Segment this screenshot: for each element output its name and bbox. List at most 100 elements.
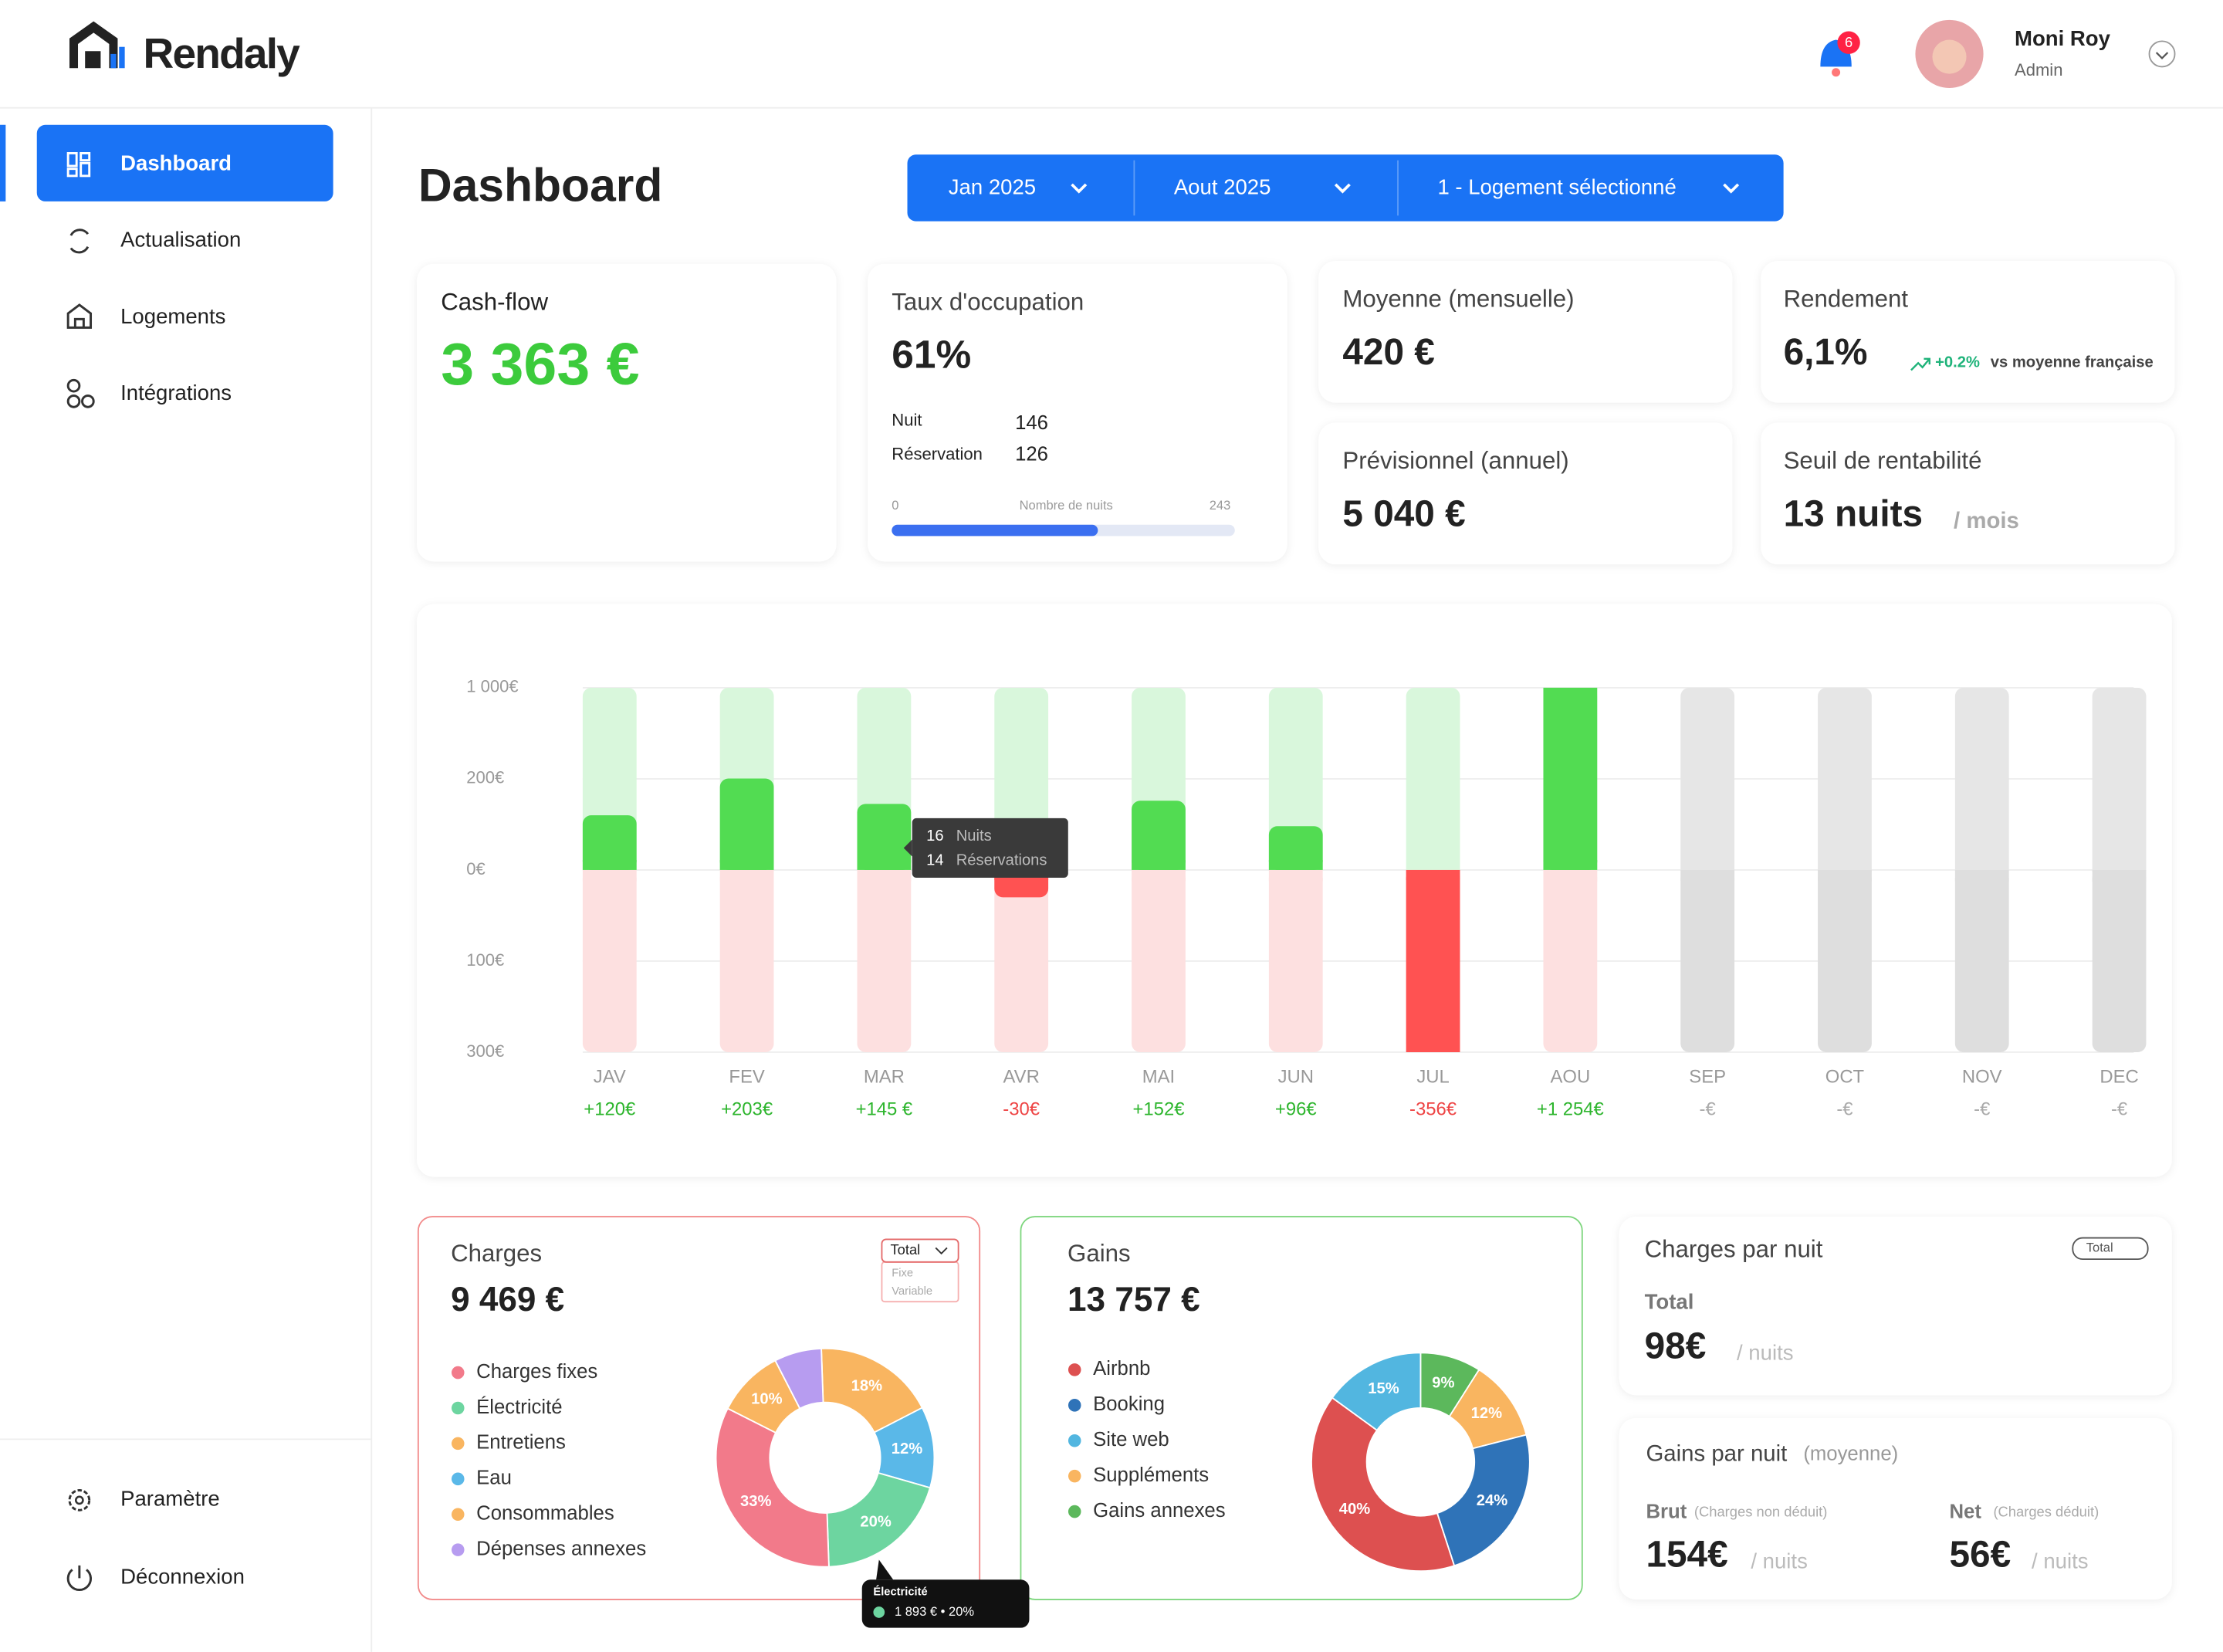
nav-label[interactable]: Déconnexion bbox=[120, 1565, 245, 1589]
slice-label: 9% bbox=[1432, 1375, 1454, 1392]
legend-swatch bbox=[1068, 1399, 1081, 1412]
legend: Charges fixes Électricité Entretiens Eau Con… bbox=[452, 1361, 646, 1559]
x-tick-label: AVR bbox=[1003, 1066, 1040, 1087]
tooltip-label: Nuits bbox=[956, 828, 992, 845]
bar-background bbox=[1543, 869, 1598, 882]
bar-group bbox=[719, 778, 774, 870]
x-tick-label: DEC bbox=[2100, 1066, 2138, 1087]
card bbox=[1761, 261, 2175, 403]
slice-label: 12% bbox=[1471, 1405, 1502, 1422]
legend-label: Entretiens bbox=[476, 1432, 566, 1454]
card-value: 5 040 € bbox=[1342, 493, 1465, 534]
bar-background bbox=[857, 869, 912, 1052]
row-label: Nuit bbox=[892, 410, 922, 429]
bar bbox=[1268, 826, 1323, 870]
bar-background bbox=[994, 869, 1049, 1052]
nav-label[interactable]: Paramètre bbox=[120, 1487, 220, 1511]
tooltip bbox=[861, 1579, 1030, 1628]
bar-base bbox=[1268, 860, 1323, 870]
bar-background bbox=[1132, 869, 1186, 882]
metric-note: (Charges déduit) bbox=[1993, 1504, 2099, 1520]
filter[interactable]: 1 - Logement sélectionné bbox=[1437, 175, 1676, 199]
tooltip-text: 1 893 € • 20% bbox=[895, 1604, 974, 1619]
filter[interactable]: Jan 2025 bbox=[949, 175, 1036, 199]
dropdown-option[interactable]: Variable bbox=[892, 1285, 932, 1298]
x-tick-label: OCT bbox=[1825, 1066, 1865, 1087]
integrations-icon bbox=[66, 378, 95, 408]
value-label: -356€ bbox=[1409, 1099, 1457, 1120]
bar-background bbox=[1954, 687, 2009, 878]
filter[interactable]: Aout 2025 bbox=[1174, 175, 1271, 199]
x-tick-label: MAI bbox=[1142, 1066, 1175, 1087]
bell-clapper bbox=[1832, 68, 1841, 77]
bar bbox=[719, 778, 774, 870]
bar-group bbox=[1132, 801, 1186, 870]
avatar-face bbox=[1932, 39, 1967, 74]
user-menu[interactable] bbox=[2148, 40, 2176, 68]
bar-group bbox=[1268, 826, 1323, 870]
bar-background bbox=[857, 869, 912, 882]
donut-chart: 9% 12% 24% 40% 15% bbox=[1311, 1352, 1531, 1572]
legend-label: Eau bbox=[476, 1468, 512, 1489]
metric-label: Total bbox=[1645, 1289, 1694, 1313]
slice-label: 20% bbox=[860, 1514, 891, 1531]
card-unit: / mois bbox=[1954, 508, 2019, 533]
legend-swatch bbox=[452, 1437, 465, 1451]
legend-swatch bbox=[1068, 1505, 1081, 1518]
metric-unit: / nuits bbox=[2032, 1549, 2089, 1572]
nav-label[interactable]: Actualisation bbox=[120, 228, 241, 252]
bar-background bbox=[1132, 869, 1186, 1052]
legend-label: Charges fixes bbox=[476, 1361, 597, 1383]
bar-background bbox=[1543, 869, 1598, 1052]
dropdown[interactable] bbox=[881, 1238, 959, 1263]
card-value: 9 469 € bbox=[451, 1281, 564, 1319]
nav-label[interactable]: Intégrations bbox=[120, 381, 232, 405]
legend-swatch bbox=[452, 1508, 465, 1521]
card-label: Gains par nuit bbox=[1646, 1440, 1787, 1466]
bar bbox=[1543, 687, 1598, 870]
bar-group bbox=[857, 804, 912, 870]
legend-label: Gains annexes bbox=[1093, 1500, 1225, 1522]
nav-label[interactable]: Dashboard bbox=[120, 151, 232, 174]
tooltip bbox=[912, 818, 1068, 878]
legend-swatch bbox=[1068, 1363, 1081, 1376]
logout-icon bbox=[66, 1565, 93, 1591]
notification-badge[interactable] bbox=[1837, 31, 1860, 54]
x-tick-label: FEV bbox=[729, 1066, 764, 1087]
legend-swatch bbox=[452, 1366, 465, 1379]
nav-label[interactable]: Logements bbox=[120, 304, 225, 328]
notification-count: 6 bbox=[1845, 34, 1852, 50]
card-label: Seuil de rentabilité bbox=[1784, 447, 1982, 474]
chevron bbox=[2155, 52, 2169, 59]
donut-slice bbox=[826, 1471, 932, 1568]
value-label: +145 € bbox=[856, 1099, 913, 1120]
dropdown-option[interactable]: Fixe bbox=[892, 1267, 913, 1279]
bar-background bbox=[719, 869, 774, 882]
logo-bar bbox=[110, 53, 117, 69]
legend-swatch bbox=[452, 1472, 465, 1486]
bar bbox=[582, 815, 637, 870]
slice-label: 33% bbox=[740, 1493, 771, 1510]
badge[interactable] bbox=[2072, 1237, 2149, 1261]
bar-background bbox=[1680, 869, 1735, 1052]
logo-icon bbox=[69, 21, 118, 69]
scale-min: 0 bbox=[892, 498, 898, 513]
y-tick-label: 0€ bbox=[466, 859, 486, 878]
x-tick-label: AOU bbox=[1551, 1066, 1591, 1087]
bar-background bbox=[1268, 869, 1323, 1052]
user-name: Moni Roy bbox=[2015, 26, 2111, 50]
nav-item-active[interactable] bbox=[36, 124, 333, 201]
card-value: 13 nuits bbox=[1784, 493, 1923, 534]
card-label: Charges par nuit bbox=[1645, 1235, 1823, 1262]
x-tick-label: NOV bbox=[1962, 1066, 2002, 1087]
refresh-icon bbox=[69, 229, 90, 254]
x-tick-label: JUL bbox=[1416, 1066, 1449, 1087]
bar-background bbox=[582, 869, 637, 882]
bar-background bbox=[1954, 869, 2009, 882]
trend-icon bbox=[1910, 357, 1930, 371]
card-label: Prévisionnel (annuel) bbox=[1342, 447, 1568, 474]
value-label: -€ bbox=[1974, 1099, 1990, 1120]
filter-chevrons bbox=[1071, 183, 1740, 194]
legend-swatch bbox=[1068, 1469, 1081, 1483]
